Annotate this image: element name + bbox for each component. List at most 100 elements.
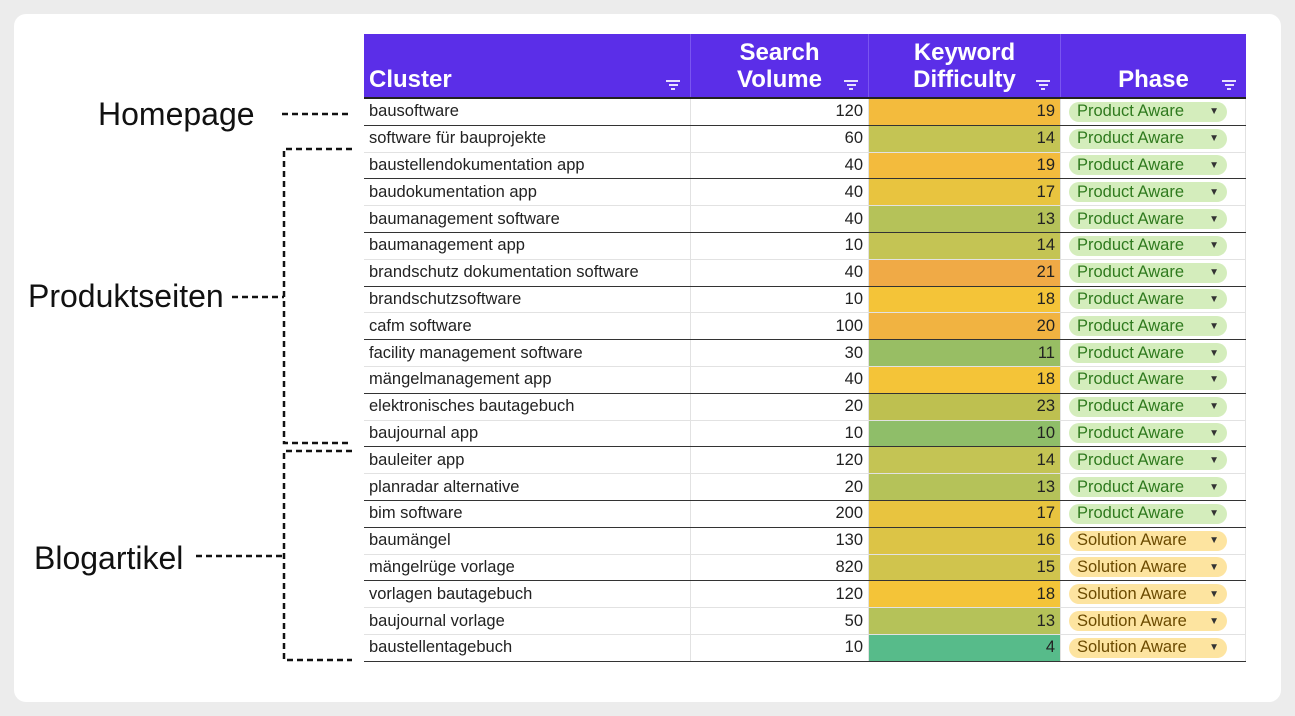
search-volume-cell[interactable]: 40 [691,179,869,206]
cluster-cell[interactable]: bauleiter app [364,447,691,474]
phase-cell[interactable]: Product Aware ▼ [1061,206,1246,232]
phase-dropdown-chip[interactable]: Product Aware ▼ [1069,101,1227,122]
cluster-cell[interactable]: baumängel [364,527,691,554]
dropdown-caret-icon[interactable]: ▼ [1209,347,1219,359]
dropdown-caret-icon[interactable]: ▼ [1209,240,1219,252]
search-volume-cell[interactable]: 20 [691,393,869,420]
cluster-cell[interactable]: baujournal vorlage [364,608,691,634]
phase-cell[interactable]: Product Aware ▼ [1061,447,1246,474]
keyword-difficulty-cell[interactable]: 14 [869,447,1061,474]
search-volume-cell[interactable]: 120 [691,581,869,608]
filter-icon[interactable] [666,80,680,90]
keyword-difficulty-cell[interactable]: 20 [869,313,1061,340]
dropdown-caret-icon[interactable]: ▼ [1209,374,1219,386]
cluster-cell[interactable]: baumanagement software [364,206,691,232]
keyword-difficulty-cell[interactable]: 4 [869,634,1061,661]
phase-cell[interactable]: Product Aware ▼ [1061,179,1246,206]
phase-cell[interactable]: Solution Aware ▼ [1061,581,1246,608]
phase-dropdown-chip[interactable]: Product Aware ▼ [1069,262,1227,283]
keyword-difficulty-cell[interactable]: 13 [869,206,1061,232]
cluster-cell[interactable]: bausoftware [364,99,691,125]
keyword-difficulty-cell[interactable]: 17 [869,500,1061,527]
search-volume-cell[interactable]: 130 [691,527,869,554]
header-cluster[interactable]: Cluster [364,34,691,97]
cluster-cell[interactable]: cafm software [364,313,691,340]
search-volume-cell[interactable]: 120 [691,447,869,474]
search-volume-cell[interactable]: 60 [691,125,869,152]
search-volume-cell[interactable]: 10 [691,286,869,313]
phase-dropdown-chip[interactable]: Solution Aware ▼ [1069,557,1227,578]
phase-dropdown-chip[interactable]: Solution Aware ▼ [1069,530,1227,551]
search-volume-cell[interactable]: 820 [691,554,869,581]
dropdown-caret-icon[interactable]: ▼ [1209,615,1219,627]
search-volume-cell[interactable]: 40 [691,366,869,393]
phase-cell[interactable]: Solution Aware ▼ [1061,608,1246,634]
phase-dropdown-chip[interactable]: Product Aware ▼ [1069,477,1227,498]
phase-dropdown-chip[interactable]: Product Aware ▼ [1069,343,1227,364]
phase-dropdown-chip[interactable]: Product Aware ▼ [1069,369,1227,390]
dropdown-caret-icon[interactable]: ▼ [1209,293,1219,305]
search-volume-cell[interactable]: 20 [691,474,869,500]
search-volume-cell[interactable]: 40 [691,206,869,232]
search-volume-cell[interactable]: 120 [691,99,869,125]
phase-cell[interactable]: Solution Aware ▼ [1061,634,1246,661]
phase-cell[interactable]: Product Aware ▼ [1061,340,1246,366]
search-volume-cell[interactable]: 30 [691,340,869,366]
phase-cell[interactable]: Product Aware ▼ [1061,152,1246,179]
cluster-cell[interactable]: vorlagen bautagebuch [364,581,691,608]
cluster-cell[interactable]: software für bauprojekte [364,125,691,152]
dropdown-caret-icon[interactable]: ▼ [1209,642,1219,654]
keyword-difficulty-cell[interactable]: 19 [869,152,1061,179]
keyword-difficulty-cell[interactable]: 13 [869,608,1061,634]
cluster-cell[interactable]: brandschutzsoftware [364,286,691,313]
dropdown-caret-icon[interactable]: ▼ [1209,481,1219,493]
phase-cell[interactable]: Product Aware ▼ [1061,259,1246,286]
search-volume-cell[interactable]: 10 [691,420,869,447]
phase-cell[interactable]: Product Aware ▼ [1061,474,1246,500]
dropdown-caret-icon[interactable]: ▼ [1209,159,1219,171]
cluster-cell[interactable]: elektronisches bautagebuch [364,393,691,420]
dropdown-caret-icon[interactable]: ▼ [1209,588,1219,600]
phase-cell[interactable]: Product Aware ▼ [1061,420,1246,447]
keyword-difficulty-cell[interactable]: 15 [869,554,1061,581]
cluster-cell[interactable]: baustellentagebuch [364,634,691,661]
phase-dropdown-chip[interactable]: Product Aware ▼ [1069,316,1227,337]
keyword-difficulty-cell[interactable]: 21 [869,259,1061,286]
phase-dropdown-chip[interactable]: Solution Aware ▼ [1069,584,1227,605]
phase-cell[interactable]: Product Aware ▼ [1061,393,1246,420]
phase-dropdown-chip[interactable]: Product Aware ▼ [1069,235,1227,256]
phase-cell[interactable]: Product Aware ▼ [1061,99,1246,125]
phase-cell[interactable]: Product Aware ▼ [1061,366,1246,393]
keyword-difficulty-cell[interactable]: 18 [869,286,1061,313]
dropdown-caret-icon[interactable]: ▼ [1209,535,1219,547]
cluster-cell[interactable]: mängelmanagement app [364,366,691,393]
keyword-difficulty-cell[interactable]: 16 [869,527,1061,554]
phase-dropdown-chip[interactable]: Product Aware ▼ [1069,450,1227,471]
header-keyword-difficulty[interactable]: Keyword Difficulty [869,34,1061,97]
search-volume-cell[interactable]: 100 [691,313,869,340]
phase-dropdown-chip[interactable]: Product Aware ▼ [1069,182,1227,203]
phase-dropdown-chip[interactable]: Solution Aware ▼ [1069,611,1227,632]
dropdown-caret-icon[interactable]: ▼ [1209,454,1219,466]
cluster-cell[interactable]: baudokumentation app [364,179,691,206]
filter-icon[interactable] [1222,80,1236,90]
phase-dropdown-chip[interactable]: Product Aware ▼ [1069,503,1227,524]
keyword-difficulty-cell[interactable]: 18 [869,366,1061,393]
phase-dropdown-chip[interactable]: Product Aware ▼ [1069,396,1227,417]
cluster-cell[interactable]: baumanagement app [364,232,691,259]
search-volume-cell[interactable]: 10 [691,634,869,661]
keyword-difficulty-cell[interactable]: 14 [869,232,1061,259]
cluster-cell[interactable]: baujournal app [364,420,691,447]
phase-cell[interactable]: Solution Aware ▼ [1061,527,1246,554]
dropdown-caret-icon[interactable]: ▼ [1209,186,1219,198]
phase-cell[interactable]: Product Aware ▼ [1061,125,1246,152]
search-volume-cell[interactable]: 40 [691,259,869,286]
search-volume-cell[interactable]: 50 [691,608,869,634]
keyword-difficulty-cell[interactable]: 14 [869,125,1061,152]
dropdown-caret-icon[interactable]: ▼ [1209,401,1219,413]
cluster-cell[interactable]: bim software [364,500,691,527]
phase-cell[interactable]: Product Aware ▼ [1061,286,1246,313]
dropdown-caret-icon[interactable]: ▼ [1209,508,1219,520]
search-volume-cell[interactable]: 10 [691,232,869,259]
cluster-cell[interactable]: baustellendokumentation app [364,152,691,179]
